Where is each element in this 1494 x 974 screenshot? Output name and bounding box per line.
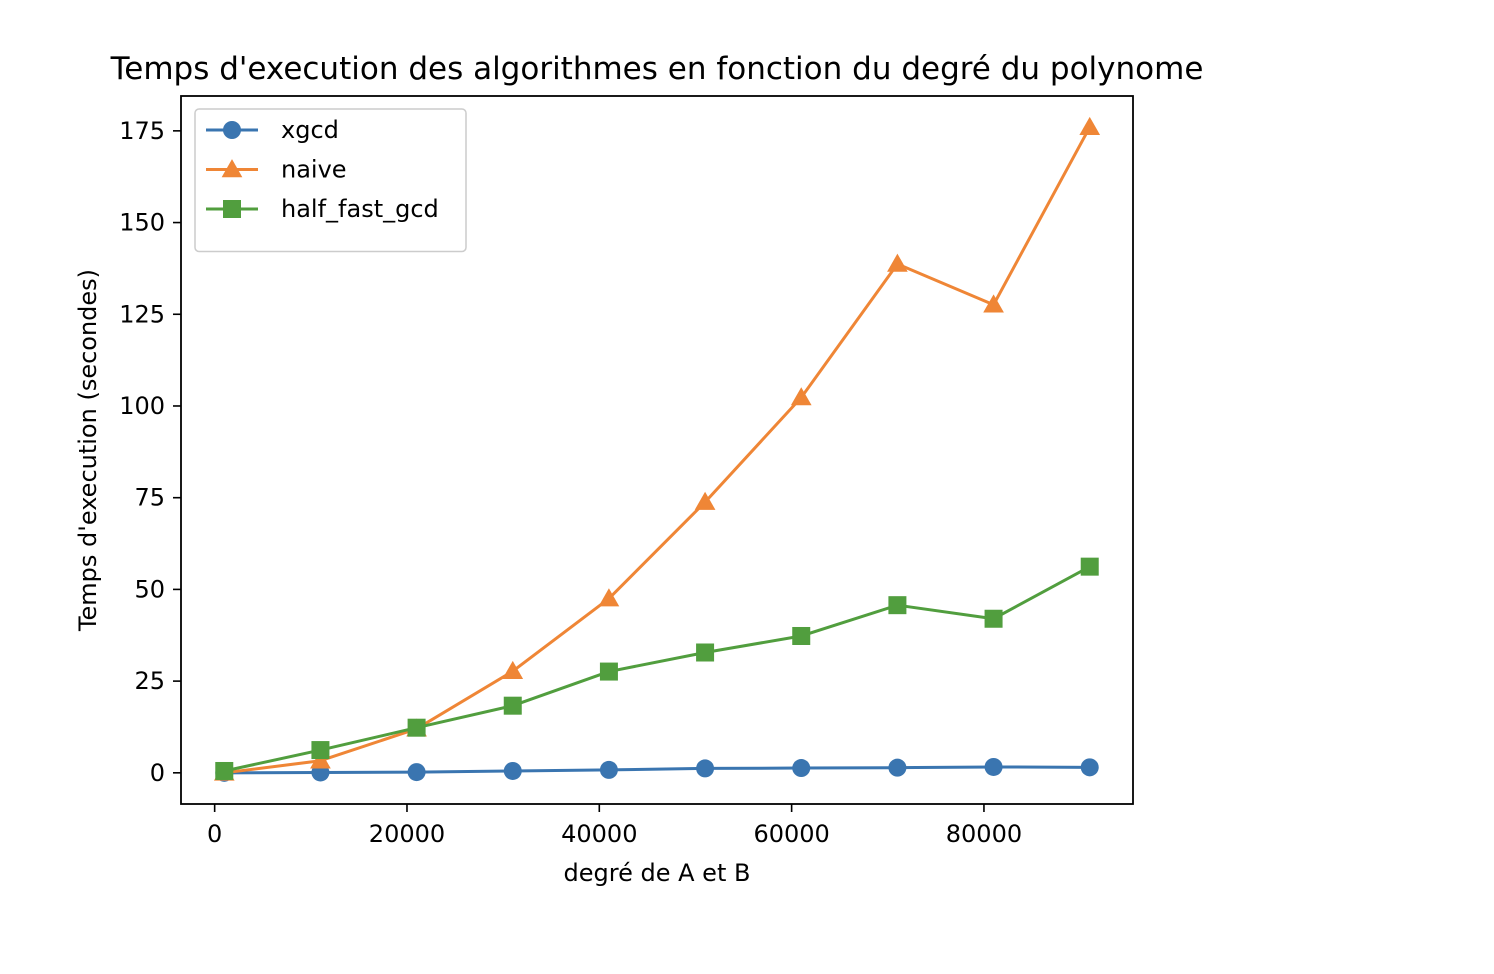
y-tick-label: 125 (119, 300, 165, 328)
x-tick-label: 40000 (561, 820, 637, 848)
y-tick-label: 0 (150, 759, 165, 787)
x-tick-label: 80000 (946, 820, 1022, 848)
x-axis-label: degré de A et B (564, 859, 751, 887)
legend: xgcd naive half_fast_gcd (194, 108, 467, 253)
y-tick-label: 100 (119, 392, 165, 420)
series-line-xgcd (224, 765, 1090, 775)
data-point-xgcd (407, 763, 426, 782)
data-point-naive (1079, 116, 1101, 135)
y-axis-ticks: 0 25 50 75 100 125 150 175 (119, 117, 181, 787)
axes-frame (180, 95, 1134, 805)
y-tick-label: 150 (119, 209, 165, 237)
data-point-half_fast_gcd (696, 643, 715, 662)
plot-area (213, 116, 1101, 782)
legend-marker (221, 159, 243, 178)
series-naive (213, 116, 1101, 781)
data-point-naive (598, 588, 620, 607)
data-point-half_fast_gcd (215, 761, 234, 780)
y-axis-label: Temps d'execution (secondes) (74, 269, 102, 632)
data-point-half_fast_gcd (1080, 557, 1099, 576)
legend-marker (223, 200, 241, 218)
data-point-half_fast_gcd (503, 696, 522, 715)
series-line-naive (224, 126, 1092, 775)
y-tick-label: 175 (119, 117, 165, 145)
series-half_fast_gcd (215, 557, 1099, 780)
data-point-half_fast_gcd (311, 741, 330, 760)
series-line-half_fast_gcd (223, 565, 1091, 773)
legend-box (194, 108, 467, 253)
chart-title: Temps d'execution des algorithmes en fon… (110, 51, 1204, 87)
data-point-naive (502, 660, 524, 679)
data-point-xgcd (1080, 758, 1099, 777)
y-tick-label: 50 (134, 575, 165, 603)
y-tick-label: 75 (134, 484, 165, 512)
data-point-half_fast_gcd (984, 609, 1003, 628)
data-point-naive (310, 750, 331, 769)
data-point-naive (790, 387, 812, 406)
data-point-half_fast_gcd (599, 662, 618, 681)
legend-label: naive (281, 156, 347, 184)
data-point-naive (983, 294, 1004, 313)
legend-label: xgcd (281, 116, 339, 144)
data-point-naive (887, 253, 908, 272)
x-axis-ticks: 0 20000 40000 60000 80000 (207, 804, 1022, 848)
legend-item-half_fast_gcd: half_fast_gcd (206, 195, 439, 223)
legend-label: half_fast_gcd (281, 195, 439, 223)
data-point-xgcd (984, 757, 1003, 776)
x-tick-label: 20000 (369, 820, 445, 848)
series-xgcd (215, 757, 1099, 782)
x-tick-label: 60000 (753, 820, 829, 848)
data-point-naive (694, 491, 716, 510)
data-point-xgcd (888, 758, 907, 777)
data-point-xgcd (503, 761, 522, 780)
data-point-xgcd (696, 759, 715, 778)
data-point-xgcd (599, 760, 618, 779)
y-tick-label: 25 (134, 667, 165, 695)
x-tick-label: 0 (207, 820, 222, 848)
data-point-half_fast_gcd (407, 718, 426, 737)
legend-item-xgcd: xgcd (206, 116, 339, 144)
legend-item-naive: naive (206, 156, 347, 184)
data-point-xgcd (792, 759, 811, 778)
legend-marker (223, 121, 241, 139)
data-point-half_fast_gcd (792, 626, 811, 645)
data-point-half_fast_gcd (888, 596, 907, 615)
